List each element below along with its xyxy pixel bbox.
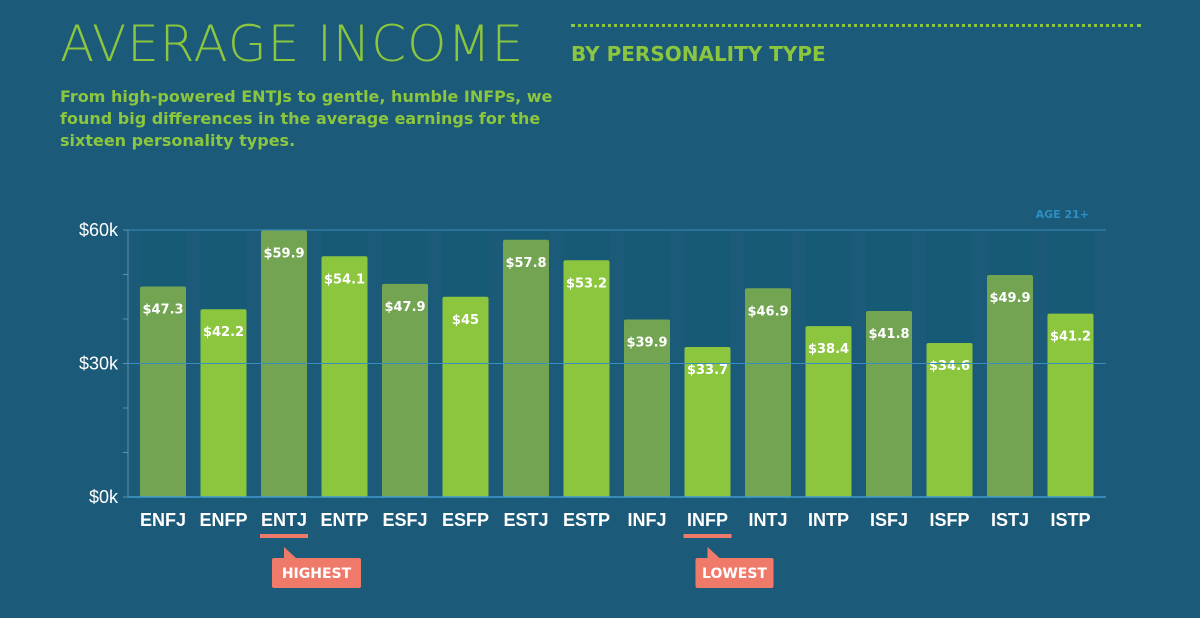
bar-enfp bbox=[200, 309, 247, 497]
value-label-isfp: $34.6 bbox=[929, 359, 970, 374]
chart-title: AVERAGE INCOME bbox=[60, 15, 525, 73]
chart-title-suffix: BY PERSONALITY TYPE bbox=[571, 42, 826, 66]
x-tick-label-esfj: ESFJ bbox=[382, 510, 427, 530]
value-label-entp: $54.1 bbox=[324, 272, 365, 287]
x-tick-label-istp: ISTP bbox=[1050, 510, 1090, 530]
x-tick-label-esfp: ESFP bbox=[442, 510, 489, 530]
value-label-intj: $46.9 bbox=[747, 304, 788, 319]
x-tick-label-istj: ISTJ bbox=[991, 510, 1029, 530]
chart-subtitle: From high-powered ENTJs to gentle, humbl… bbox=[60, 87, 553, 150]
bar-istj bbox=[987, 274, 1033, 497]
age-note: AGE 21+ bbox=[1036, 208, 1089, 221]
value-label-istj: $49.9 bbox=[989, 291, 1030, 306]
callout-pointer bbox=[707, 547, 720, 558]
callout-layer: HIGHEST LOWEST bbox=[260, 534, 774, 588]
value-label-entj: $59.9 bbox=[263, 246, 304, 261]
value-label-estp: $53.2 bbox=[566, 276, 607, 291]
highlight-underline bbox=[683, 534, 732, 538]
value-label-istp: $41.2 bbox=[1050, 330, 1091, 345]
value-label-isfj: $41.8 bbox=[868, 327, 909, 342]
bar-intj bbox=[745, 288, 791, 497]
bar-istp bbox=[1047, 313, 1094, 497]
x-tick-label-entp: ENTP bbox=[320, 510, 368, 530]
y-tick-label: $60k bbox=[79, 220, 119, 240]
callout-pointer bbox=[284, 547, 296, 558]
value-label-estj: $57.8 bbox=[505, 256, 546, 271]
x-tick-label-estp: ESTP bbox=[563, 510, 610, 530]
x-tick-label-isfj: ISFJ bbox=[870, 510, 908, 530]
bar-intp bbox=[805, 326, 852, 497]
callout-label-highest: HIGHEST bbox=[282, 566, 352, 582]
callout-box bbox=[272, 558, 361, 588]
value-label-infj: $39.9 bbox=[626, 335, 667, 350]
y-tick-label: $0k bbox=[89, 487, 119, 507]
x-tick-label-enfj: ENFJ bbox=[140, 510, 186, 530]
highlight-underline bbox=[260, 534, 308, 538]
x-tick-label-isfp: ISFP bbox=[929, 510, 969, 530]
value-label-infp: $33.7 bbox=[687, 363, 728, 378]
bar-enfj bbox=[140, 286, 186, 497]
x-tick-label-intj: INTJ bbox=[748, 510, 787, 530]
value-label-enfp: $42.2 bbox=[203, 325, 244, 340]
x-tick-label-infp: INFP bbox=[687, 510, 728, 530]
bar-infp bbox=[684, 347, 731, 497]
bar-entp bbox=[321, 256, 368, 497]
bar-estj bbox=[503, 239, 549, 498]
y-tick-label: $30k bbox=[79, 354, 119, 374]
bar-esfp bbox=[442, 296, 489, 497]
title-dotted-rule bbox=[571, 24, 1141, 27]
callout-box bbox=[695, 558, 774, 588]
value-label-esfj: $47.9 bbox=[384, 300, 425, 315]
x-tick-label-enfp: ENFP bbox=[199, 510, 247, 530]
x-tick-label-estj: ESTJ bbox=[503, 510, 548, 530]
x-tick-label-entj: ENTJ bbox=[261, 510, 307, 530]
bar-estp bbox=[563, 260, 610, 497]
x-tick-label-intp: INTP bbox=[808, 510, 849, 530]
callout-label-lowest: LOWEST bbox=[702, 566, 767, 582]
x-tick-label-infj: INFJ bbox=[627, 510, 666, 530]
bar-isfp bbox=[926, 343, 973, 497]
bar-isfj bbox=[866, 310, 912, 497]
bar-esfj bbox=[382, 283, 428, 497]
axis-layer: ENFJ ENFP ENTJ ENTP ESFJ ESFP ESTJ ESTP INFJ INFP… bbox=[79, 208, 1106, 530]
value-label-enfj: $47.3 bbox=[142, 303, 183, 318]
value-label-intp: $38.4 bbox=[808, 342, 849, 357]
value-label-esfp: $45 bbox=[452, 313, 479, 328]
